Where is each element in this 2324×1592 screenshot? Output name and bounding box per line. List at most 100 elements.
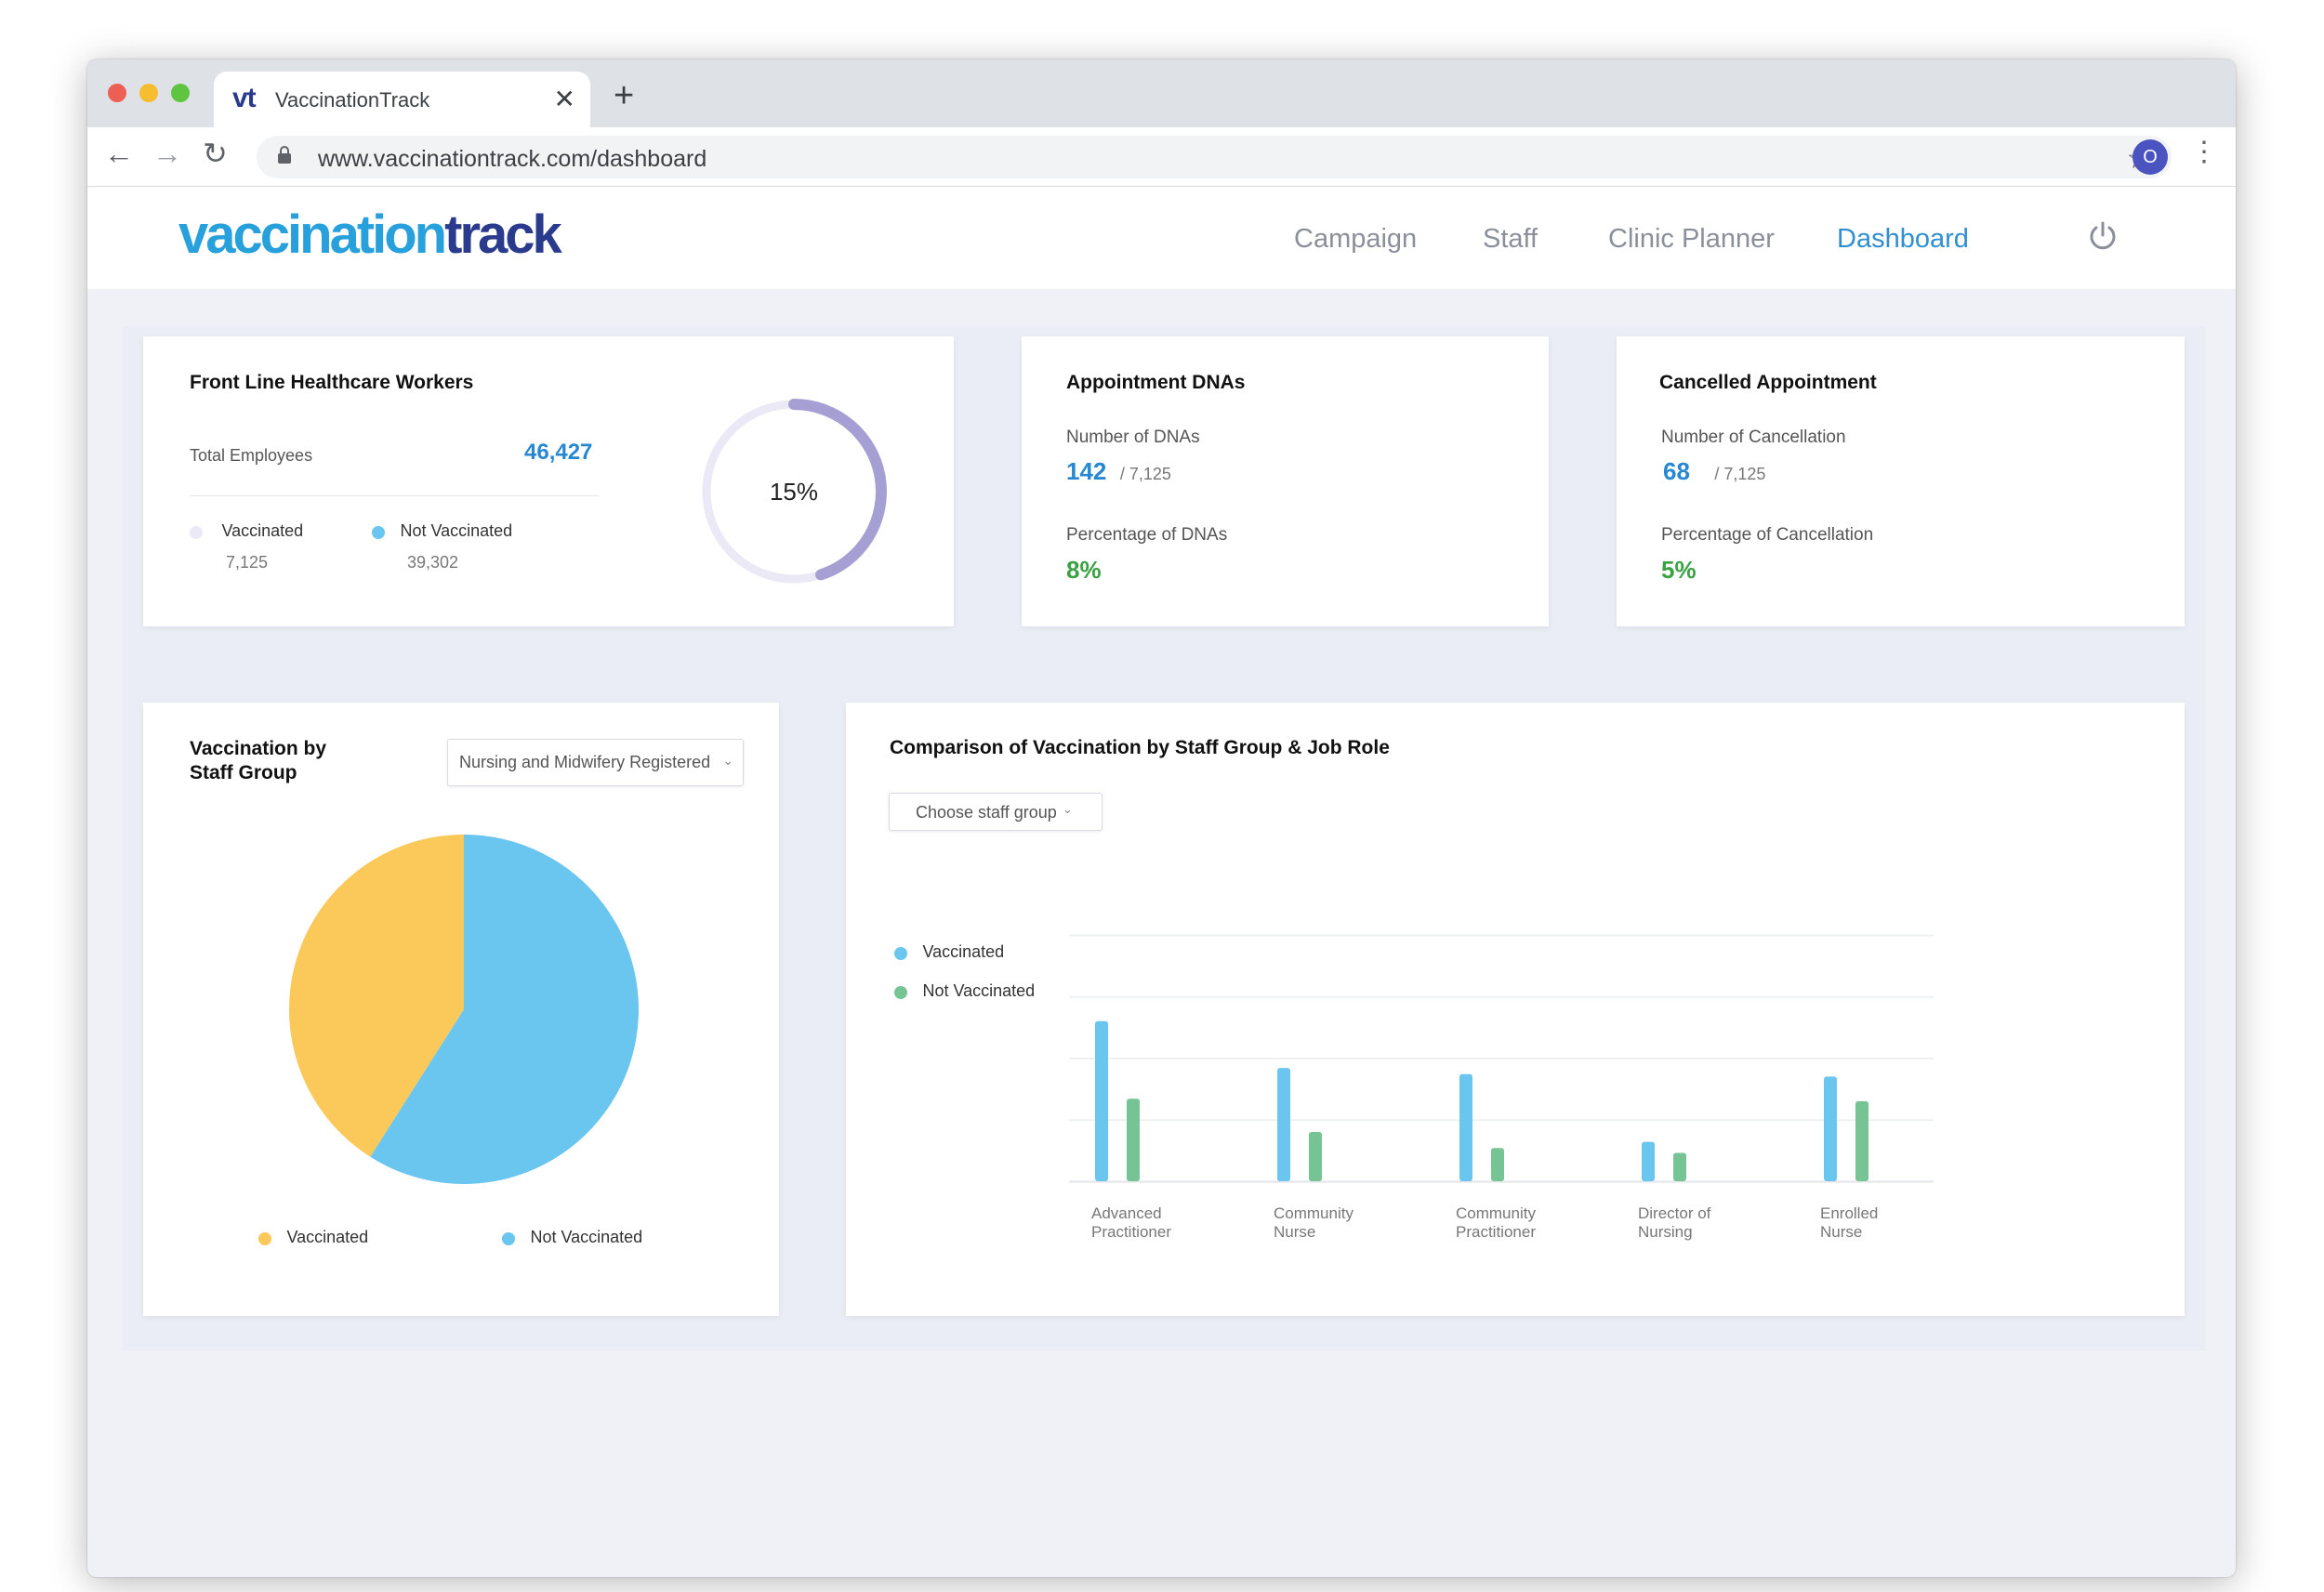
- cancelled-card: Cancelled Appointment Number of Cancella…: [1617, 336, 2185, 626]
- menu-dots-icon[interactable]: ⋮: [2190, 137, 2218, 167]
- vaccinated-label: Vaccinated: [221, 521, 304, 540]
- cancelled-pct-label: Percentage of Cancellation: [1661, 525, 1874, 545]
- frontline-title: Front Line Healthcare Workers: [190, 372, 474, 393]
- staff-group-pie-chart: [289, 835, 639, 1184]
- bar-legend-vaccinated: Vaccinated: [894, 942, 1004, 962]
- comparison-title: Comparison of Vaccination by Staff Group…: [890, 737, 1390, 758]
- not-vaccinated-label: Not Vaccinated: [400, 521, 513, 540]
- comparison-card: Comparison of Vaccination by Staff Group…: [846, 703, 2185, 1316]
- staff-group-card: Vaccination by Staff Group Nursing and M…: [143, 703, 779, 1316]
- reload-icon[interactable]: ↻: [203, 137, 228, 170]
- logo-part-track: track: [444, 204, 562, 265]
- browser-toolbar: ← → ↻ www.vaccinationtrack.com/dashboard…: [87, 127, 2236, 187]
- x-tick-label: Advanced Practitioner: [1091, 1204, 1171, 1241]
- pie-slice-vaccinated[interactable]: [289, 835, 464, 1157]
- x-tick-label: Community Practitioner: [1456, 1204, 1536, 1241]
- dnas-title: Appointment DNAs: [1066, 372, 1246, 393]
- bar-vaccinated-2[interactable]: [1459, 1073, 1472, 1181]
- bar-vaccinated-4[interactable]: [1824, 1076, 1837, 1181]
- bar-not-vaccinated-0[interactable]: [1127, 1099, 1140, 1181]
- close-window-button[interactable]: [108, 84, 126, 102]
- pie-slice-not-vaccinated[interactable]: [370, 835, 639, 1184]
- bar-not-vaccinated-4[interactable]: [1855, 1100, 1868, 1181]
- profile-avatar[interactable]: O: [2133, 139, 2168, 175]
- dnas-count-label: Number of DNAs: [1066, 428, 1200, 447]
- divider: [190, 495, 599, 496]
- cancelled-count: 68 / 7,125: [1663, 457, 1765, 486]
- cancelled-count-value: 68: [1663, 457, 1690, 485]
- cancelled-count-label: Number of Cancellation: [1661, 428, 1846, 447]
- nav-dashboard[interactable]: Dashboard: [1837, 224, 1969, 254]
- staff-group-title-line1: Vaccination by: [190, 738, 327, 759]
- back-arrow-icon[interactable]: ←: [104, 137, 134, 170]
- x-tick-label: Enrolled Nurse: [1820, 1204, 1879, 1241]
- x-tick-label: Community Nurse: [1274, 1204, 1353, 1241]
- nav-clinic-planner[interactable]: Clinic Planner: [1608, 224, 1775, 254]
- ring-percent-label: 15%: [770, 478, 818, 506]
- x-tick-label: Director of Nursing: [1638, 1204, 1711, 1241]
- nav-staff[interactable]: Staff: [1483, 224, 1538, 254]
- app-logo[interactable]: vaccinationtrack: [178, 204, 562, 266]
- choose-staff-group-placeholder: Choose staff group: [916, 803, 1057, 822]
- forward-arrow-icon[interactable]: →: [152, 137, 182, 170]
- not-vaccinated-dot-icon: [502, 1231, 515, 1245]
- cancelled-pct-value: 5%: [1661, 556, 1697, 584]
- tab-bar: vt VaccinationTrack ✕ +: [87, 59, 2236, 127]
- pie-legend-not-vaccinated: Not Vaccinated: [502, 1228, 642, 1247]
- browser-tab[interactable]: vt VaccinationTrack ✕: [214, 72, 590, 127]
- pie-legend-not-vaccinated-label: Not Vaccinated: [530, 1228, 643, 1246]
- dnas-count-total: / 7,125: [1119, 465, 1171, 483]
- total-employees-value: 46,427: [524, 440, 593, 465]
- tab-title: VaccinationTrack: [275, 88, 430, 112]
- bar-not-vaccinated-1[interactable]: [1309, 1132, 1322, 1181]
- staff-group-dropdown[interactable]: Nursing and Midwifery Registered ⌄: [447, 739, 744, 786]
- not-vaccinated-dot-icon: [372, 525, 385, 539]
- comparison-bar-chart: [1069, 934, 1934, 1183]
- close-icon[interactable]: ✕: [553, 85, 575, 113]
- browser-window: vt VaccinationTrack ✕ + ← → ↻ www.vaccin…: [87, 59, 2236, 1577]
- total-employees-label: Total Employees: [190, 446, 313, 465]
- dnas-card: Appointment DNAs Number of DNAs 142 / 7,…: [1022, 336, 1549, 626]
- cancelled-title: Cancelled Appointment: [1659, 372, 1877, 393]
- bar-legend-not-vaccinated: Not Vaccinated: [894, 981, 1035, 1001]
- vaccinated-dot-icon: [258, 1231, 271, 1245]
- pie-legend-vaccinated-label: Vaccinated: [286, 1228, 369, 1246]
- staff-group-dropdown-value: Nursing and Midwifery Registered: [459, 753, 711, 771]
- staff-group-title: Vaccination by Staff Group: [190, 737, 326, 785]
- vaccinated-dot-icon: [190, 525, 203, 539]
- choose-staff-group-dropdown[interactable]: Choose staff group ⌄: [889, 793, 1103, 831]
- legend-vaccinated: Vaccinated: [190, 521, 303, 541]
- cancelled-count-total: / 7,125: [1714, 465, 1766, 483]
- frontline-card: Front Line Healthcare Workers Total Empl…: [143, 336, 954, 626]
- not-vaccinated-value: 39,302: [407, 553, 459, 572]
- vaccinated-value: 7,125: [226, 553, 269, 572]
- bar-legend-not-vaccinated-label: Not Vaccinated: [922, 981, 1036, 1000]
- new-tab-button[interactable]: +: [614, 76, 635, 115]
- chevron-down-icon: ⌄: [722, 753, 733, 768]
- bar-vaccinated-3[interactable]: [1642, 1141, 1655, 1181]
- bar-not-vaccinated-3[interactable]: [1673, 1152, 1686, 1181]
- legend-not-vaccinated: Not Vaccinated: [372, 521, 512, 541]
- pie-legend-vaccinated: Vaccinated: [258, 1228, 368, 1247]
- vaccinated-dot-icon: [894, 946, 907, 960]
- lock-icon: [278, 146, 291, 164]
- dnas-pct-label: Percentage of DNAs: [1066, 525, 1228, 545]
- minimize-window-button[interactable]: [139, 84, 158, 102]
- dnas-count: 142 / 7,125: [1066, 457, 1171, 486]
- power-icon[interactable]: [2088, 220, 2118, 252]
- bar-vaccinated-0[interactable]: [1095, 1020, 1108, 1181]
- nav-campaign[interactable]: Campaign: [1294, 224, 1418, 254]
- logo-part-vaccination: vaccination: [178, 204, 447, 265]
- bar-not-vaccinated-2[interactable]: [1491, 1148, 1504, 1181]
- favicon-icon: vt: [232, 83, 257, 113]
- vaccination-ring-chart: 15%: [702, 399, 887, 584]
- app-header: vaccinationtrack Campaign Staff Clinic P…: [87, 187, 2236, 289]
- maximize-window-button[interactable]: [171, 84, 190, 102]
- address-bar[interactable]: www.vaccinationtrack.com/dashboard ☆: [257, 136, 2172, 178]
- bar-vaccinated-1[interactable]: [1277, 1068, 1290, 1181]
- bar-legend-vaccinated-label: Vaccinated: [922, 942, 1005, 961]
- not-vaccinated-dot-icon: [894, 985, 907, 999]
- dnas-count-value: 142: [1066, 457, 1107, 485]
- dnas-pct-value: 8%: [1066, 556, 1102, 584]
- staff-group-title-line2: Staff Group: [190, 762, 297, 783]
